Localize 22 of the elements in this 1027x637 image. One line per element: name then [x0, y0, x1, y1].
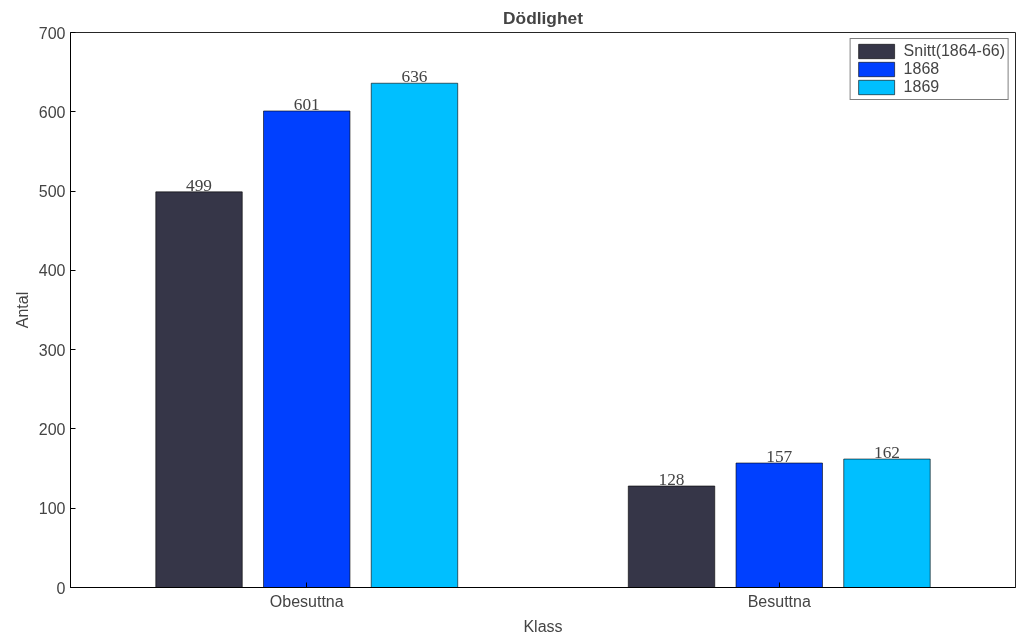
y-tick-label: 200 — [38, 420, 66, 438]
y-tick-label: 300 — [38, 341, 66, 359]
y-axis-title: Antal — [13, 291, 31, 329]
data-label: 162 — [873, 443, 900, 463]
legend-label: Snitt(1864-66) — [903, 42, 1005, 60]
data-label: 128 — [658, 470, 685, 490]
y-tick-label: 100 — [38, 500, 66, 518]
legend-label: 1868 — [903, 60, 940, 78]
x-tick-label: Obesuttna — [269, 592, 344, 610]
y-tick-label: 500 — [38, 183, 66, 201]
data-label: 636 — [401, 67, 428, 87]
x-axis-title: Klass — [523, 617, 563, 635]
legend-label: 1869 — [903, 78, 940, 96]
data-label: 499 — [186, 175, 213, 195]
x-tick-label: Besuttna — [747, 592, 811, 610]
chart-title: Dödlighet — [503, 7, 584, 28]
y-tick-label: 400 — [38, 262, 66, 280]
y-tick-label: 600 — [38, 103, 66, 121]
y-tick-label: 0 — [56, 579, 66, 597]
y-tick-label: 700 — [38, 24, 66, 42]
data-label: 157 — [766, 447, 793, 467]
data-label: 601 — [293, 94, 320, 114]
